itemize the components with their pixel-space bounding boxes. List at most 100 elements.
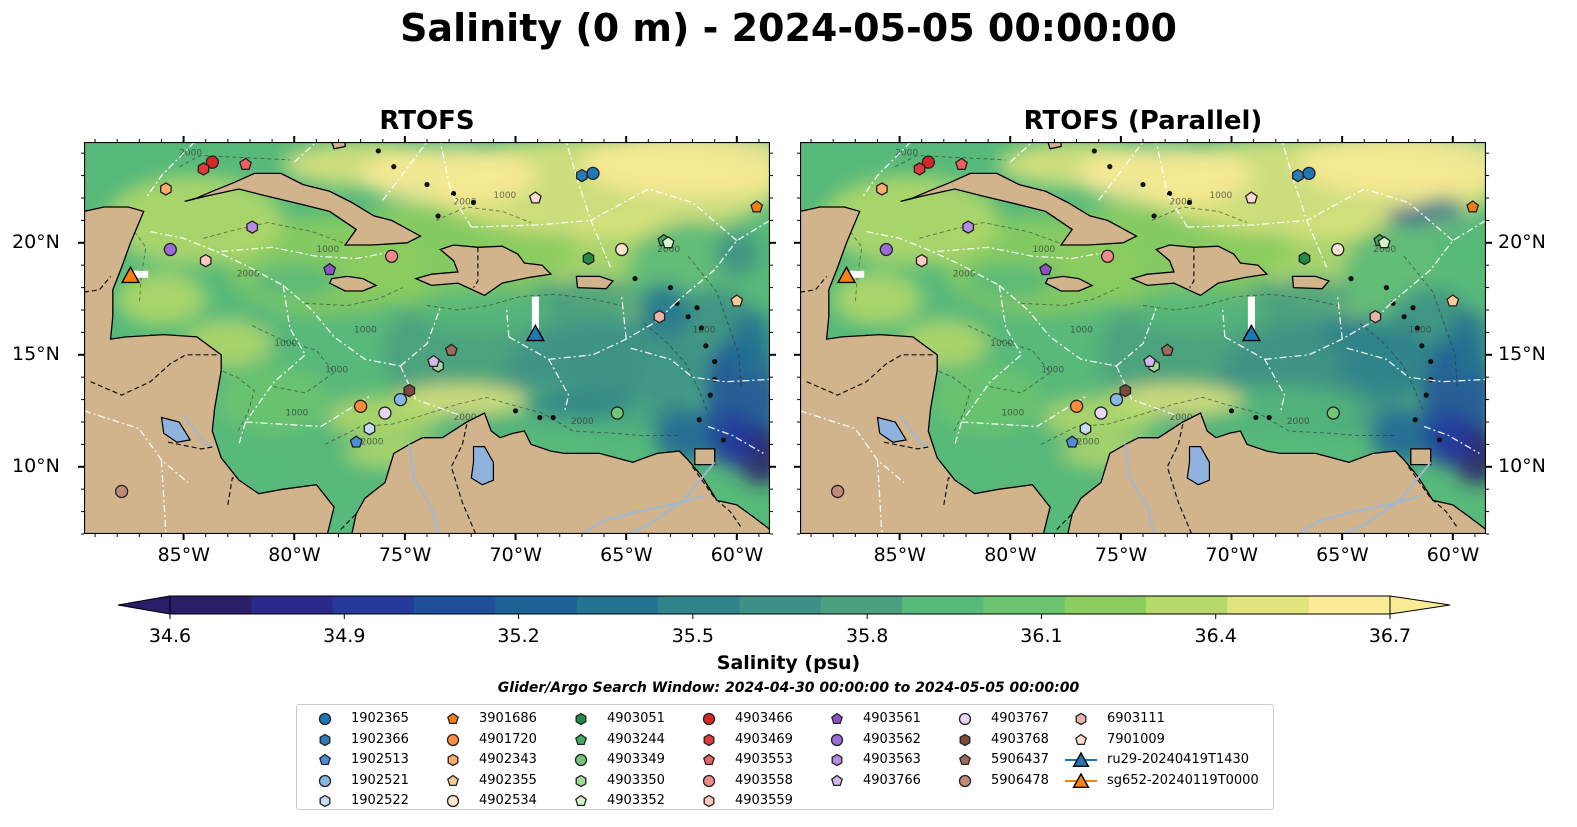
argo-float-marker xyxy=(1446,294,1460,307)
river xyxy=(581,494,704,534)
argo-float-marker xyxy=(576,168,588,183)
argo-float-marker xyxy=(378,406,392,420)
island xyxy=(1228,408,1235,414)
argo-float-marker xyxy=(239,157,252,170)
legend-label: 1902365 xyxy=(351,711,409,726)
legend-label: 4903466 xyxy=(735,711,793,726)
svg-text:1000: 1000 xyxy=(1001,408,1024,418)
argo-float-marker xyxy=(1065,435,1079,448)
salinity-field xyxy=(106,142,770,490)
legend-label: 1902522 xyxy=(351,793,409,808)
argo-float-marker xyxy=(1369,309,1382,324)
island xyxy=(1383,285,1390,291)
argo-float-marker xyxy=(661,235,675,249)
island xyxy=(1410,305,1416,311)
land-andros xyxy=(1047,142,1062,150)
legend-marker-circle-icon xyxy=(958,712,972,726)
river xyxy=(1297,494,1420,534)
legend-marker-pentagon-icon xyxy=(831,712,843,725)
island xyxy=(694,305,700,311)
legend-label: sg652-20240119T0000 xyxy=(1107,772,1259,788)
island xyxy=(1107,164,1113,170)
argo-float-marker xyxy=(962,220,975,234)
lon-tick-label: 75°W xyxy=(1094,544,1148,566)
argo-float-marker xyxy=(1119,383,1132,398)
legend-marker-pentagon-icon xyxy=(575,733,587,745)
colorbar-segment xyxy=(332,596,415,614)
land-masses xyxy=(800,142,1486,534)
island xyxy=(1151,213,1157,219)
country-border xyxy=(883,441,931,450)
svg-text:2000: 2000 xyxy=(237,269,260,279)
lon-tick-label: 65°W xyxy=(1316,544,1369,566)
svg-text:1000: 1000 xyxy=(1209,191,1232,201)
colorbar-tick-label: 35.5 xyxy=(672,625,714,647)
argo-float-marker xyxy=(1079,421,1092,436)
island xyxy=(685,314,691,320)
legend-marker-hexagon-icon xyxy=(319,733,331,746)
argo-float-marker xyxy=(427,354,441,368)
svg-text:1000: 1000 xyxy=(1041,366,1064,376)
colorbar-segment xyxy=(1308,596,1391,614)
argo-float-marker xyxy=(1298,251,1311,266)
figure-title: Salinity (0 m) - 2024-05-05 00:00:00 xyxy=(400,6,1177,50)
legend-marker-circle-icon xyxy=(446,733,460,746)
land-trinidad xyxy=(694,448,716,466)
land-cuba xyxy=(184,172,422,246)
country-border xyxy=(1408,466,1458,528)
argo-float-marker xyxy=(879,242,893,257)
argo-float-marker xyxy=(1109,392,1124,407)
argo-float-marker xyxy=(323,262,337,276)
country-border xyxy=(943,477,953,505)
country-border xyxy=(1056,513,1073,530)
legend-label: 4903469 xyxy=(735,731,793,747)
island xyxy=(435,213,441,219)
svg-text:1000: 1000 xyxy=(316,245,339,255)
colorbar-tick-label: 35.8 xyxy=(846,625,888,647)
argo-float-marker xyxy=(921,155,935,169)
island xyxy=(1428,358,1434,365)
legend-marker-circle-icon xyxy=(446,794,460,808)
lon-tick-label: 70°W xyxy=(489,544,542,566)
colorbar-segment xyxy=(251,596,334,614)
glider-marker xyxy=(120,265,141,284)
legend-marker-circle-icon xyxy=(574,753,588,767)
argo-float-marker xyxy=(363,421,376,436)
isobath-contours: 1000 1000 1000 2000 2000 2000 2000 1000 2000 1000… xyxy=(125,148,742,447)
island xyxy=(1412,417,1418,423)
legend-label: 4903349 xyxy=(607,752,665,767)
argo-float-marker xyxy=(1069,399,1084,413)
colorbar-segment xyxy=(1146,596,1228,614)
argo-float-marker xyxy=(1100,249,1115,263)
land-hispaniola xyxy=(413,244,553,297)
legend-label: 4903244 xyxy=(607,731,665,747)
colorbar-segment xyxy=(739,596,822,614)
glider-marker xyxy=(525,323,545,342)
legend-label: 4903768 xyxy=(991,731,1049,747)
argo-float-marker xyxy=(1244,191,1258,204)
svg-text:1000: 1000 xyxy=(990,339,1013,349)
legend-marker-hexagon-icon xyxy=(703,733,715,746)
colorbar-tick-label: 36.1 xyxy=(1020,625,1062,647)
country-border xyxy=(806,354,935,396)
legend-marker-circle-icon xyxy=(958,774,972,787)
argo-float-marker xyxy=(730,294,744,307)
argo-float-marker xyxy=(1039,262,1053,276)
svg-text:2000: 2000 xyxy=(361,437,384,447)
eez-boundaries xyxy=(800,142,1486,534)
argo-float-marker xyxy=(915,253,928,268)
svg-text:2000: 2000 xyxy=(1170,198,1193,208)
legend-marker-hexagon-icon xyxy=(703,794,715,808)
island xyxy=(1419,343,1425,349)
legend-marker-circle-icon xyxy=(702,712,716,726)
argo-float-marker xyxy=(393,392,408,407)
legend-label: 4903559 xyxy=(735,793,793,808)
land-southAmerica xyxy=(1067,412,1486,534)
island xyxy=(1348,276,1354,282)
legend-label: 4903350 xyxy=(607,772,665,788)
argo-float-marker xyxy=(1160,343,1174,356)
colorbar-segment xyxy=(820,596,903,614)
argo-float-marker xyxy=(955,157,968,170)
argo-float-marker xyxy=(403,383,416,398)
map-panel-rtofs: 1000 1000 1000 2000 2000 2000 2000 1000 2000 1000… xyxy=(84,142,770,534)
